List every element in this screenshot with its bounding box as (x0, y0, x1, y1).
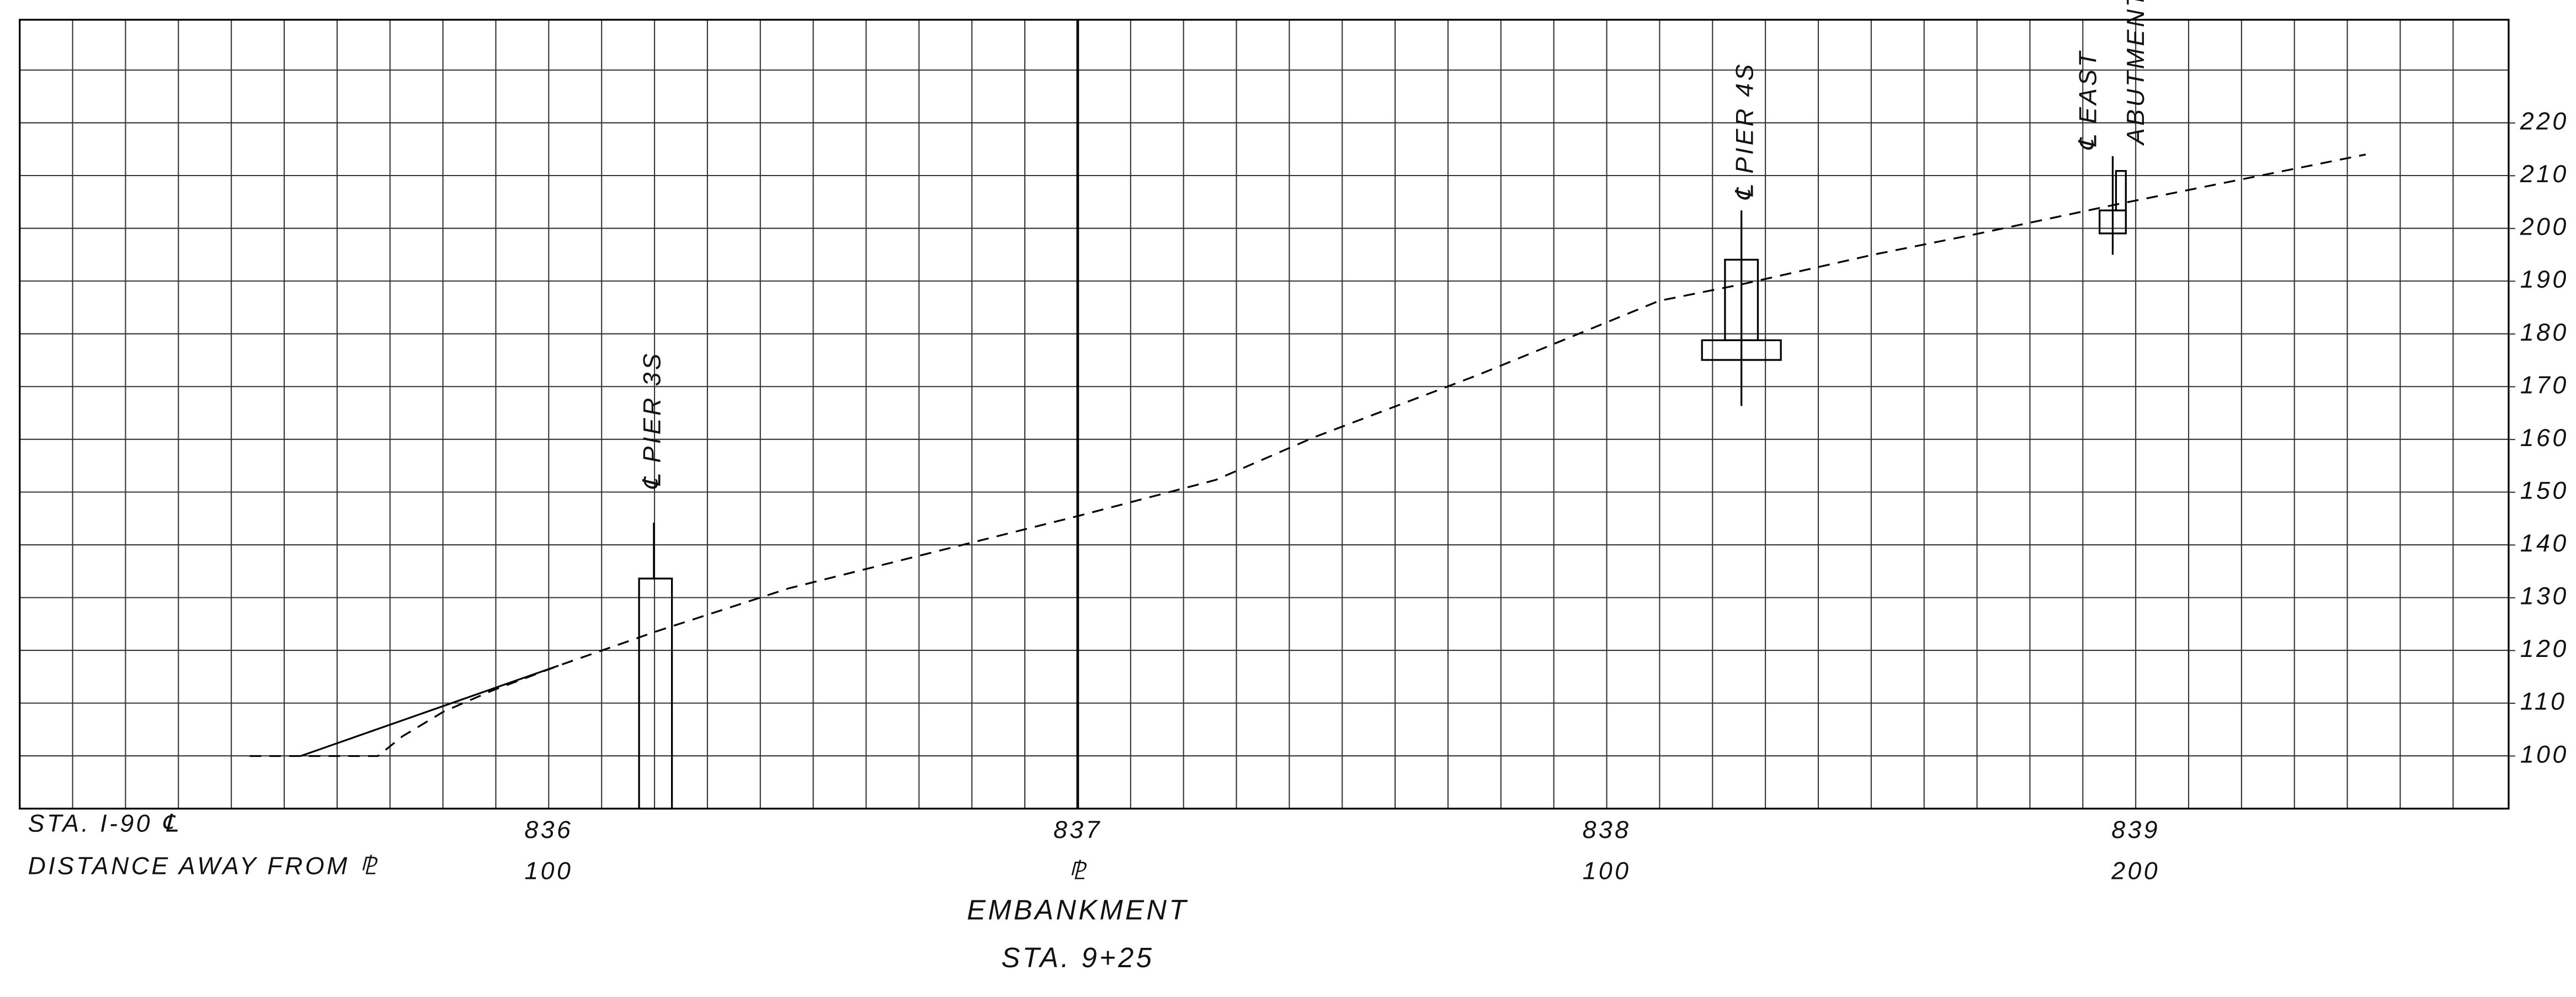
distance-label: 100 (1583, 858, 1631, 885)
elevation-label: 160 (2520, 425, 2569, 452)
elevation-label: 130 (2520, 583, 2569, 610)
elevation-label: 150 (2520, 477, 2569, 504)
pier-4s-footing (1701, 339, 1782, 361)
abutment-footing (2099, 209, 2127, 235)
grid (19, 19, 2509, 809)
elevation-label: 210 (2520, 161, 2569, 188)
station-label: 838 (1583, 816, 1631, 844)
east-label: ℄ EAST (2075, 49, 2102, 151)
footer-station: STA. 9+25 (1001, 942, 1154, 973)
elevation-label: 180 (2520, 319, 2569, 346)
distance-label: 100 (524, 858, 573, 885)
pier-3s-label: ℄ PIER 3S (639, 351, 666, 490)
elevation-label: 200 (2520, 214, 2569, 241)
elevation-label: 110 (2520, 688, 2567, 715)
elevation-label: 100 (2520, 741, 2569, 768)
station-label: 839 (2111, 816, 2160, 844)
ground-profile (249, 153, 2366, 757)
distance-label: 200 (2111, 858, 2160, 885)
slope-line (300, 665, 559, 757)
footer-title: EMBANKMENT (967, 894, 1189, 926)
abutment-wall (2115, 170, 2127, 211)
station-label: 837 (1053, 816, 1102, 844)
pier-4s-label: ℄ PIER 4S (1731, 62, 1758, 201)
abutment-label: ABUTMENT (2122, 0, 2149, 146)
frame (19, 19, 2510, 810)
elevation-label: 120 (2520, 635, 2569, 662)
station-prefix: STA. I-90 ℄ (28, 810, 180, 837)
elevation-label: 190 (2520, 266, 2569, 293)
distance-prefix: DISTANCE AWAY FROM ⅊ (28, 853, 379, 880)
elevation-label: 220 (2520, 108, 2569, 135)
elevation-label: 170 (2520, 372, 2569, 399)
elevation-label: 140 (2520, 530, 2569, 557)
distance-label: ⅊ (1068, 858, 1087, 885)
pier-3s (638, 577, 673, 810)
station-label: 836 (524, 816, 573, 844)
